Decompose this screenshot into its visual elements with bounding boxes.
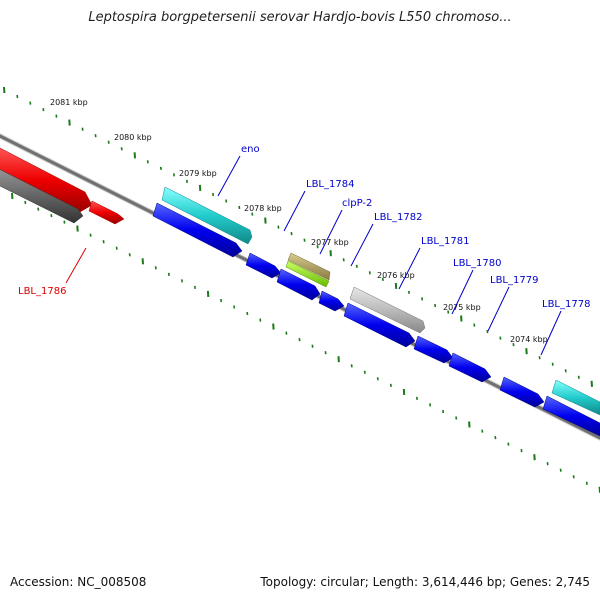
cds-blue-4[interactable] — [318, 290, 345, 312]
tick-label-2080: 2080 kbp — [114, 133, 152, 142]
cds-blue-7[interactable] — [448, 352, 492, 383]
cds-red-small[interactable] — [88, 200, 125, 225]
label-leaders — [65, 155, 562, 356]
tick-label-2079: 2079 kbp — [179, 169, 217, 178]
tick-labels: 2081 kbp 2080 kbp 2079 kbp 2078 kbp 2077… — [50, 98, 548, 344]
cds-blue-2[interactable] — [245, 252, 282, 279]
map-title: Leptospira borgpetersenii serovar Hardjo… — [88, 10, 512, 25]
gene-label-LBL_1779[interactable]: LBL_1779 — [490, 275, 538, 286]
tick-row-outer — [3, 86, 593, 387]
tick-label-2077: 2077 kbp — [311, 238, 349, 247]
tick-label-2081: 2081 kbp — [50, 98, 88, 107]
cds-clpP-2-lime[interactable] — [285, 260, 330, 288]
gene-label-LBL_1784[interactable]: LBL_1784 — [306, 179, 354, 190]
tick-label-2074: 2074 kbp — [510, 335, 548, 344]
tick-label-2078: 2078 kbp — [244, 204, 282, 213]
gene-label-LBL_1782[interactable]: LBL_1782 — [374, 212, 422, 223]
cds-red-large[interactable] — [0, 147, 93, 213]
tick-label-2076: 2076 kbp — [377, 271, 415, 280]
gene-label-LBL_1781[interactable]: LBL_1781 — [421, 236, 469, 247]
genome-summary-text: Topology: circular; Length: 3,614,446 bp… — [260, 575, 590, 589]
gene-label-LBL_1780[interactable]: LBL_1780 — [453, 258, 501, 269]
feature-LBL_1786[interactable] — [0, 147, 125, 225]
cds-blue-9[interactable] — [542, 395, 600, 437]
cds-cyan-right[interactable] — [551, 379, 600, 416]
cds-blue-5[interactable] — [343, 302, 416, 348]
tick-row-inner — [11, 192, 600, 493]
gene-label-eno[interactable]: eno — [241, 144, 260, 155]
cds-lightgrey[interactable] — [349, 286, 426, 334]
cds-clpP-2-olive[interactable] — [287, 252, 331, 281]
gene-label-LBL_1786[interactable]: LBL_1786 — [18, 286, 66, 297]
cds-blue-1[interactable] — [152, 202, 243, 258]
gene-labels: eno LBL_1784 clpP-2 LBL_1782 LBL_1781 LB… — [18, 144, 590, 310]
cds-blue-3[interactable] — [276, 268, 321, 301]
tick-label-2075: 2075 kbp — [443, 303, 481, 312]
cds-grey-left[interactable] — [0, 167, 84, 224]
gene-label-clpP-2[interactable]: clpP-2 — [342, 198, 372, 209]
cds-blue-6[interactable] — [413, 335, 454, 364]
cds-eno[interactable] — [161, 186, 253, 245]
cds-blue-8[interactable] — [499, 376, 545, 408]
gene-label-LBL_1778[interactable]: LBL_1778 — [542, 299, 590, 310]
accession-text: Accession: NC_008508 — [10, 575, 147, 589]
